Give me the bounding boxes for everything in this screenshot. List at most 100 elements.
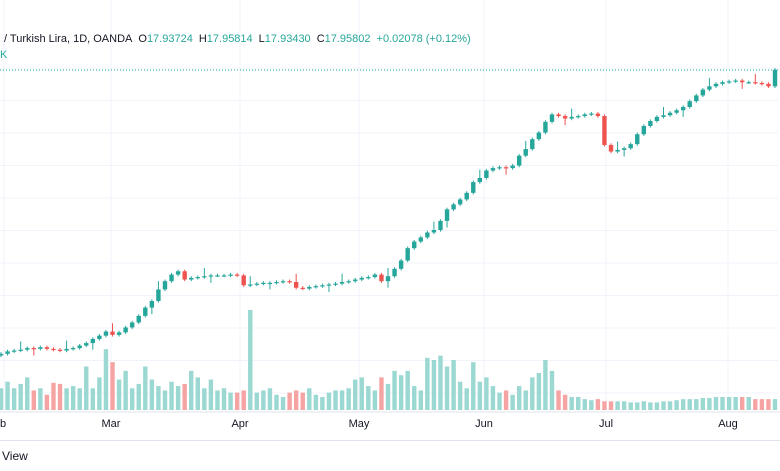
- volume-bar: [654, 402, 660, 410]
- volume-bar: [38, 388, 43, 410]
- candle-body: [569, 116, 574, 119]
- candle-body: [366, 277, 371, 279]
- candle-body: [425, 232, 430, 238]
- candle-body: [490, 168, 496, 171]
- volume-bar: [359, 377, 364, 410]
- candle-body: [149, 300, 155, 308]
- candle-body: [621, 148, 627, 150]
- view-link[interactable]: View: [2, 449, 28, 463]
- volume-bar: [608, 401, 614, 410]
- x-tick-label: Aug: [718, 418, 738, 430]
- candle-body: [576, 116, 581, 118]
- volume-bar: [84, 366, 89, 410]
- legend-low-value: 17.93430: [264, 33, 311, 45]
- chart-legend: / Turkish Lira, 1D, OANDA O17.93724 H17.95…: [4, 33, 471, 45]
- candle-body: [38, 347, 43, 349]
- legend-secondary: K: [0, 49, 8, 61]
- candle-body: [549, 114, 555, 122]
- volume-bar: [189, 370, 194, 410]
- candle-body: [300, 287, 305, 289]
- volume-bar: [221, 388, 227, 410]
- candle-body: [353, 279, 358, 282]
- volume-bar: [372, 390, 378, 410]
- volume-bar: [556, 390, 561, 410]
- volume-bar: [648, 402, 653, 410]
- candle-body: [648, 121, 653, 126]
- candle-body: [215, 275, 220, 277]
- candlestick-chart[interactable]: [0, 0, 780, 440]
- volume-bar: [110, 362, 115, 410]
- volume-bar: [398, 375, 404, 410]
- volume-bar: [726, 396, 732, 410]
- volume-bar: [379, 377, 384, 410]
- legend-open-label: O: [138, 33, 147, 45]
- candle-body: [5, 351, 10, 354]
- candle-body: [438, 220, 443, 230]
- volume-bar: [103, 349, 109, 410]
- candle-body: [156, 289, 161, 301]
- volume-bar: [261, 390, 266, 410]
- candle-body: [77, 345, 82, 349]
- candle-body: [129, 322, 135, 328]
- volume-bar: [405, 370, 410, 410]
- volume-bar: [582, 399, 587, 410]
- volume-bar: [484, 377, 489, 410]
- candle-body: [221, 275, 227, 277]
- volume-bar: [385, 383, 391, 410]
- volume-bar: [772, 399, 778, 410]
- candle-body: [464, 192, 469, 200]
- candle-body: [143, 307, 148, 316]
- volume-bar: [746, 396, 751, 410]
- candle-body: [307, 286, 312, 289]
- volume-bar: [129, 388, 135, 410]
- volume-bar: [293, 390, 299, 410]
- volume-bar: [280, 396, 286, 410]
- x-tick-label: Apr: [231, 418, 249, 430]
- candle-body: [195, 277, 200, 279]
- candle-body: [720, 82, 725, 84]
- volume-bar: [228, 392, 233, 410]
- volume-bar: [543, 360, 548, 410]
- candle-body: [182, 271, 187, 280]
- candle-body: [97, 335, 102, 339]
- volume-bar: [77, 388, 82, 410]
- candle-body: [274, 282, 279, 284]
- candle-body: [313, 286, 319, 288]
- candle-body: [740, 80, 745, 83]
- volume-bar: [287, 392, 292, 410]
- volume-bar: [333, 390, 338, 410]
- candle-body: [418, 237, 423, 242]
- volume-bar: [143, 366, 148, 410]
- candle-body: [405, 248, 410, 261]
- legend-open-value: 17.93724: [146, 33, 193, 45]
- candle-body: [267, 282, 273, 285]
- volume-bar: [536, 373, 542, 410]
- volume-bar: [320, 396, 325, 410]
- volume-bar: [431, 360, 437, 410]
- candle-body: [25, 348, 30, 350]
- volume-bar: [392, 370, 397, 410]
- candle-body: [523, 149, 528, 156]
- candle-body: [635, 134, 640, 145]
- candle-body: [497, 167, 502, 169]
- volume-bar: [202, 388, 207, 410]
- candle-body: [608, 144, 614, 152]
- volume-bar: [490, 386, 496, 410]
- candle-body: [261, 282, 266, 285]
- candle-body: [254, 283, 260, 285]
- legend-close-value: 17.95802: [324, 33, 371, 45]
- volume-bar: [123, 370, 128, 410]
- volume-bar: [740, 396, 745, 410]
- candle-body: [595, 113, 601, 117]
- candle-body: [733, 80, 738, 82]
- candle-body: [0, 353, 4, 356]
- volume-bar: [444, 366, 450, 410]
- volume-bar: [116, 379, 122, 410]
- candle-body: [543, 121, 548, 133]
- volume-bar: [11, 388, 17, 410]
- candle-body: [477, 177, 483, 183]
- volume-bar: [169, 381, 174, 410]
- candle-body: [694, 95, 699, 102]
- candle-body: [241, 275, 246, 286]
- volume-bar: [31, 390, 36, 410]
